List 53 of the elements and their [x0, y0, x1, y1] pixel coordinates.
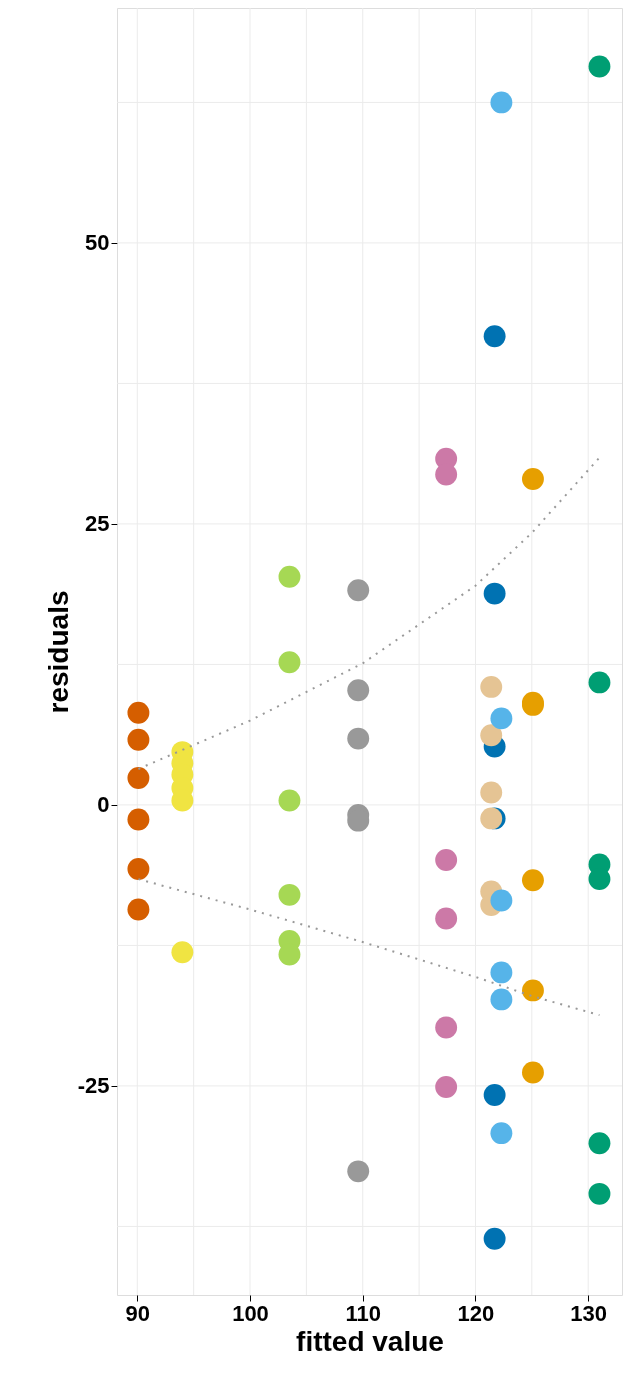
- point: [278, 789, 301, 812]
- point: [521, 1061, 544, 1084]
- x-tick-label: 120: [457, 1300, 495, 1326]
- point: [435, 849, 458, 871]
- point: [127, 767, 150, 789]
- point: [588, 1132, 611, 1155]
- point: [588, 671, 611, 694]
- point: [127, 701, 150, 724]
- point: [127, 898, 150, 921]
- point: [347, 579, 370, 602]
- point: [588, 1182, 611, 1205]
- x-tick-label: 100: [232, 1300, 269, 1326]
- point: [171, 941, 194, 964]
- point: [588, 868, 611, 891]
- point: [490, 1122, 513, 1145]
- point: [435, 463, 458, 486]
- x-tick-label: 90: [125, 1300, 151, 1326]
- point: [435, 907, 458, 930]
- point: [127, 858, 150, 880]
- y-tick-label: 25: [85, 511, 110, 537]
- point: [483, 582, 506, 605]
- point: [490, 961, 513, 984]
- x-tick-label: 130: [570, 1300, 608, 1326]
- point: [588, 55, 611, 78]
- point: [480, 724, 503, 747]
- point: [483, 1227, 506, 1250]
- y-tick-label: -25: [77, 1073, 110, 1099]
- y-tick-label: 50: [85, 230, 110, 256]
- point: [347, 1160, 370, 1183]
- point: [521, 979, 544, 1002]
- point: [435, 1016, 458, 1039]
- point: [521, 468, 544, 490]
- point: [127, 808, 150, 831]
- y-tick-label: 0: [97, 792, 110, 818]
- point: [490, 707, 513, 730]
- point: [480, 781, 503, 804]
- point: [483, 1083, 506, 1106]
- point: [127, 728, 150, 751]
- point: [490, 91, 513, 114]
- point: [278, 651, 301, 674]
- x-axis-title: fitted value: [296, 1325, 444, 1357]
- point: [347, 727, 370, 750]
- y-axis-title: residuals: [42, 590, 74, 714]
- point: [278, 883, 301, 906]
- point: [483, 325, 506, 348]
- point: [480, 675, 503, 698]
- point: [435, 1076, 458, 1098]
- point: [490, 988, 513, 1011]
- point: [278, 565, 301, 588]
- point: [347, 679, 370, 702]
- x-tick-label: 110: [345, 1300, 381, 1326]
- point: [490, 889, 513, 912]
- point: [521, 869, 544, 892]
